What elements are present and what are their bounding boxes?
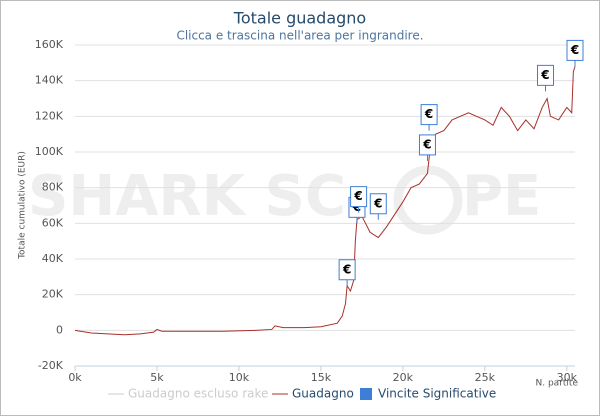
flag-box	[418, 134, 436, 156]
data-line	[74, 66, 576, 336]
flag-box	[338, 259, 356, 281]
x-tick-label: 20k	[393, 371, 414, 384]
x-tick-label: 15k	[311, 371, 332, 384]
significant-win-flag: €	[420, 104, 438, 131]
flag-box	[420, 104, 438, 126]
legend-label: Guadagno	[292, 387, 354, 401]
x-tick-label: 10k	[229, 371, 250, 384]
y-tick-label: 60K	[42, 216, 64, 229]
chart-title: Totale guadagno	[233, 9, 366, 28]
y-tick-label: 100K	[35, 145, 64, 158]
legend-label: Vincite Significative	[378, 387, 496, 401]
significant-win-flag: €	[338, 259, 356, 286]
flag-label: €	[422, 137, 431, 151]
y-axis-label: Totale cumulativo (EUR)	[18, 151, 28, 260]
y-tick-label: -20K	[38, 359, 64, 372]
y-tick-label: 40K	[42, 252, 64, 265]
y-tick-label: 140K	[35, 74, 64, 87]
chart-subtitle: Clicca e trascina nell'area per ingrandi…	[176, 29, 423, 43]
flag-label: €	[342, 262, 351, 276]
significant-win-flag: €	[350, 186, 368, 213]
flag-label: €	[540, 68, 549, 82]
flag-label: €	[373, 196, 382, 210]
watermark: PE	[462, 164, 541, 229]
x-axis-label: N. partite	[536, 379, 579, 389]
y-tick-label: 20K	[42, 288, 64, 301]
legend-swatch	[360, 388, 372, 400]
significant-win-flag: €	[566, 39, 584, 67]
significant-win-flag: €	[369, 193, 387, 220]
flag-box	[350, 186, 368, 208]
flag-box	[369, 193, 387, 215]
flag-box	[566, 39, 584, 61]
legend-label: Guadagno escluso rake	[128, 387, 268, 401]
flag-label: €	[353, 189, 362, 203]
x-tick-label: 5k	[150, 371, 164, 384]
significant-win-flag: €	[418, 134, 436, 161]
y-tick-label: 0	[56, 323, 63, 336]
significant-win-flag: €	[536, 64, 554, 92]
y-tick-label: 80K	[42, 181, 64, 194]
x-tick-label: 0k	[68, 371, 82, 384]
watermark: SHARK SC	[28, 164, 346, 229]
flag-label: €	[570, 43, 579, 57]
y-tick-label: 120K	[35, 109, 64, 122]
y-tick-label: 160K	[35, 38, 64, 51]
flag-label: €	[424, 107, 433, 121]
x-tick-label: 25k	[475, 371, 496, 384]
flag-box	[536, 64, 554, 86]
x-tick-label: 30k	[557, 371, 578, 384]
